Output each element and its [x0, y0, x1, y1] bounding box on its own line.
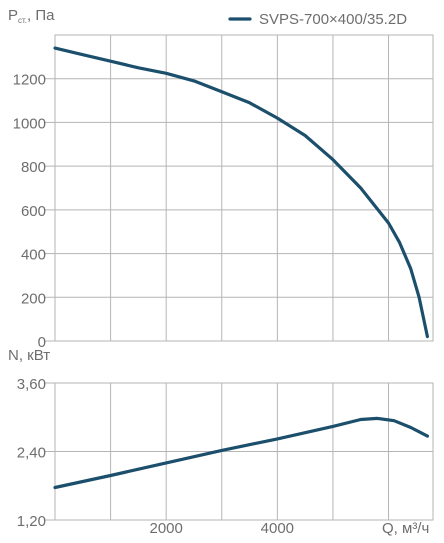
pressure-y-tick-label: 800 — [21, 159, 46, 176]
power-curve — [53, 416, 429, 490]
pressure-y-tick-label: 400 — [21, 247, 46, 264]
pressure-axis-subscript: ст. — [18, 16, 27, 25]
pressure-plot-frame — [54, 34, 434, 342]
legend-label: SVPS-700×400/35.2D — [259, 11, 407, 28]
pressure-y-tick-label: 0 — [38, 334, 46, 351]
power-y-ticks: 1,20 2,40 3,60 — [17, 376, 55, 530]
pressure-y-tick-label: 1200 — [13, 72, 46, 89]
pressure-curve — [53, 46, 429, 339]
pressure-y-tick-label: 600 — [21, 203, 46, 220]
pressure-axis-label: Pст., Па — [8, 7, 55, 25]
power-grid — [54, 382, 434, 521]
legend: SVPS-700×400/35.2D — [228, 11, 407, 28]
power-y-tick-label: 1,20 — [17, 513, 46, 530]
pressure-y-tick-label: 1000 — [13, 115, 46, 132]
power-x-ticks: 2000 4000 — [149, 520, 294, 537]
x-tick-label: 4000 — [261, 520, 294, 537]
pressure-y-tick-label: 200 — [21, 290, 46, 307]
pressure-axis-unit: , Па — [27, 7, 55, 24]
x-axis-label: Q, м³/ч — [382, 520, 429, 537]
pressure-chart: 0 200 400 600 800 1000 1200 Pст., Па SVPS-700×… — [8, 7, 434, 351]
pressure-axis-symbol: P — [8, 7, 18, 24]
power-y-tick-label: 3,60 — [17, 376, 46, 393]
power-chart: 1,20 2,40 3,60 2000 4000 N, кВт Q, м³/ч — [8, 347, 434, 537]
power-y-tick-label: 2,40 — [17, 445, 46, 462]
power-axis-label: N, кВт — [8, 347, 50, 364]
pressure-grid — [54, 34, 434, 342]
pressure-y-ticks: 0 200 400 600 800 1000 1200 — [13, 72, 55, 351]
x-tick-label: 2000 — [149, 520, 182, 537]
